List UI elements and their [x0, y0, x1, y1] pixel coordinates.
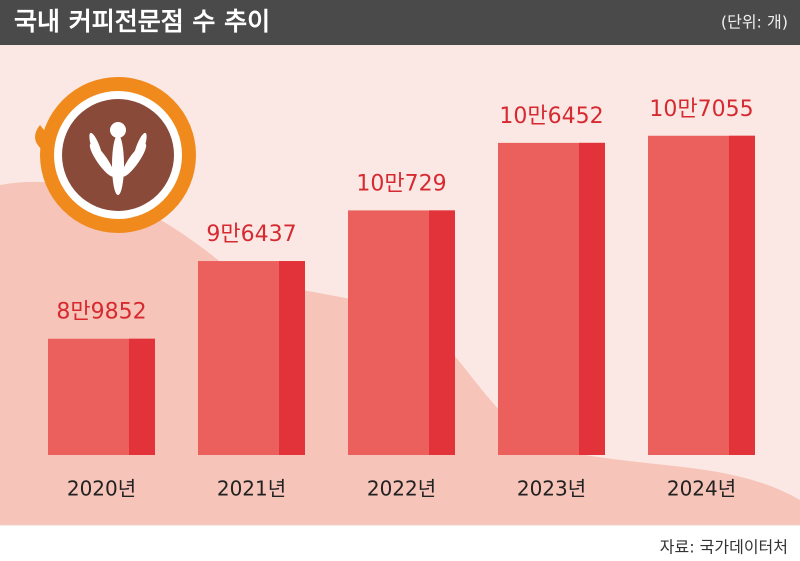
x-tick-label: 2023년 [517, 477, 586, 501]
x-tick-label: 2024년 [667, 477, 736, 501]
value-label: 9만6437 [206, 222, 296, 247]
x-tick-label: 2022년 [367, 477, 436, 501]
unit-label: (단위: 개) [721, 13, 788, 32]
coffee-cup-icon [35, 77, 196, 233]
value-label: 8만9852 [56, 300, 146, 325]
bar-shade [579, 142, 605, 455]
bar-shade [279, 261, 305, 455]
bar-shade [129, 338, 155, 455]
value-label: 10만7055 [649, 97, 753, 122]
bar-shade [429, 210, 455, 455]
value-label: 10만729 [356, 171, 446, 196]
source-label: 자료: 국가데이터처 [660, 538, 788, 557]
chart-title: 국내 커피전문점 수 추이 [14, 7, 270, 36]
x-tick-label: 2021년 [217, 477, 286, 501]
value-label: 10만6452 [499, 104, 603, 129]
title-bar [0, 0, 800, 45]
x-tick-label: 2020년 [67, 477, 136, 501]
bar-shade [729, 135, 755, 455]
